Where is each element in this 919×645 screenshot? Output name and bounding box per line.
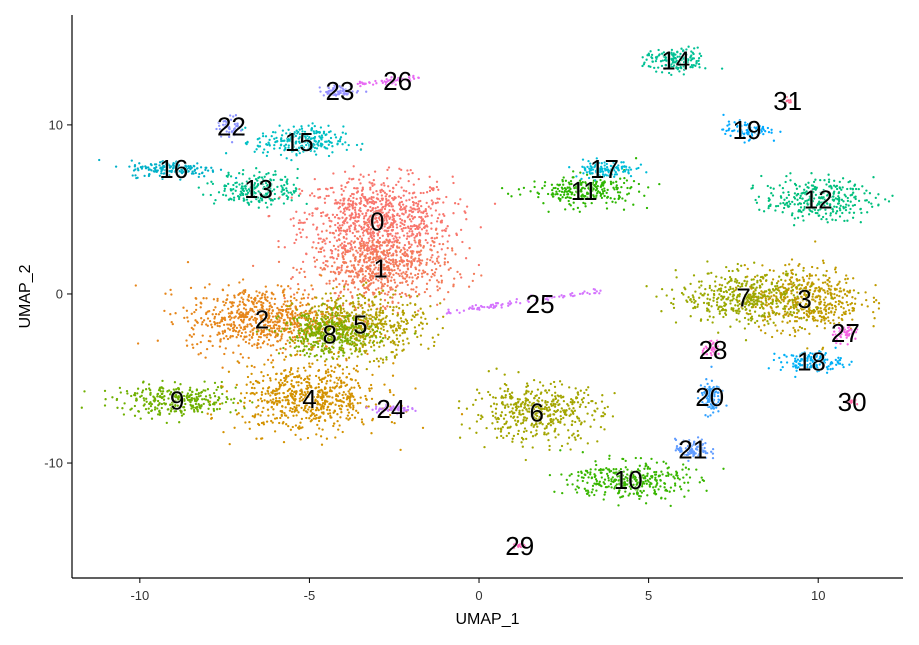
x-tick-label: -10 [130, 588, 149, 603]
scatter-points [80, 45, 894, 550]
cluster-label-13: 13 [244, 174, 273, 204]
x-tick-label: -5 [304, 588, 316, 603]
cluster-label-6: 6 [529, 397, 543, 427]
y-tick-label: -10 [44, 456, 63, 471]
x-axis-ticks: -10 -5 0 5 10 [130, 578, 825, 603]
cluster-label-28: 28 [699, 335, 728, 365]
x-tick-label: 10 [811, 588, 825, 603]
y-axis-title: UMAP_2 [17, 264, 34, 328]
cluster-22-points [215, 114, 244, 144]
cluster-29-points [512, 542, 527, 550]
cluster-label-1: 1 [373, 254, 387, 284]
cluster-14-points [641, 45, 724, 77]
cluster-label-3: 3 [797, 284, 811, 314]
cluster-19-points [721, 113, 782, 144]
cluster-23-points [318, 84, 368, 97]
x-axis-title: UMAP_1 [455, 611, 519, 628]
cluster-13-points [197, 167, 308, 209]
cluster-label-14: 14 [661, 46, 690, 76]
cluster-27-points [831, 323, 859, 346]
cluster-label-21: 21 [678, 435, 707, 465]
cluster-label-23: 23 [325, 76, 354, 106]
cluster-label-11: 11 [571, 176, 598, 206]
cluster-6-points [457, 367, 616, 462]
cluster-label-29: 29 [505, 531, 534, 561]
cluster-label-10: 10 [614, 465, 643, 495]
cluster-label-18: 18 [797, 347, 826, 377]
cluster-24-points [365, 403, 417, 416]
cluster-label-8: 8 [323, 320, 337, 350]
cluster-9-points [80, 379, 254, 425]
cluster-11-points [500, 157, 661, 213]
cluster-28-points [701, 339, 720, 357]
cluster-label-9: 9 [170, 385, 184, 415]
cluster-12-points [750, 172, 894, 227]
cluster-label-15: 15 [285, 127, 314, 157]
cluster-label-2: 2 [255, 304, 269, 334]
cluster-26-points [356, 74, 420, 88]
cluster-label-24: 24 [376, 394, 405, 424]
cluster-label-16: 16 [159, 154, 188, 184]
cluster-label-22: 22 [217, 112, 246, 142]
cluster-1-points [251, 218, 483, 323]
cluster-0-points [246, 148, 497, 311]
cluster-10-points [548, 449, 725, 508]
cluster-18-points [767, 346, 853, 379]
cluster-31-points [785, 95, 792, 104]
cluster-label-5: 5 [353, 309, 367, 339]
cluster-label-19: 19 [733, 115, 762, 145]
cluster-25-points [445, 287, 602, 315]
cluster-4-points [206, 341, 464, 452]
x-tick-label: 0 [475, 588, 482, 603]
cluster-label-30: 30 [838, 387, 867, 417]
cluster-label-20: 20 [695, 382, 724, 412]
cluster-label-31: 31 [773, 86, 802, 116]
cluster-30-points [845, 398, 859, 406]
cluster-label-27: 27 [831, 318, 860, 348]
cluster-17-points [568, 157, 648, 182]
y-tick-label: 0 [56, 286, 63, 301]
y-tick-label: 10 [49, 117, 63, 132]
cluster-20-points [696, 365, 728, 418]
cluster-label-0: 0 [370, 206, 384, 236]
cluster-label-4: 4 [302, 384, 316, 414]
cluster-label-12: 12 [804, 184, 833, 214]
cluster-16-points [98, 158, 238, 181]
cluster-7-points [645, 260, 860, 342]
y-axis-ticks: -10 0 10 [44, 117, 72, 471]
x-tick-label: 5 [645, 588, 652, 603]
cluster-label-7: 7 [736, 282, 750, 312]
cluster-label-26: 26 [383, 66, 412, 96]
cluster-label-25: 25 [526, 289, 555, 319]
cluster-8-points [255, 297, 417, 361]
cluster-21-points [673, 436, 715, 463]
cluster-15-points [224, 122, 364, 162]
cluster-label-17: 17 [590, 154, 619, 184]
